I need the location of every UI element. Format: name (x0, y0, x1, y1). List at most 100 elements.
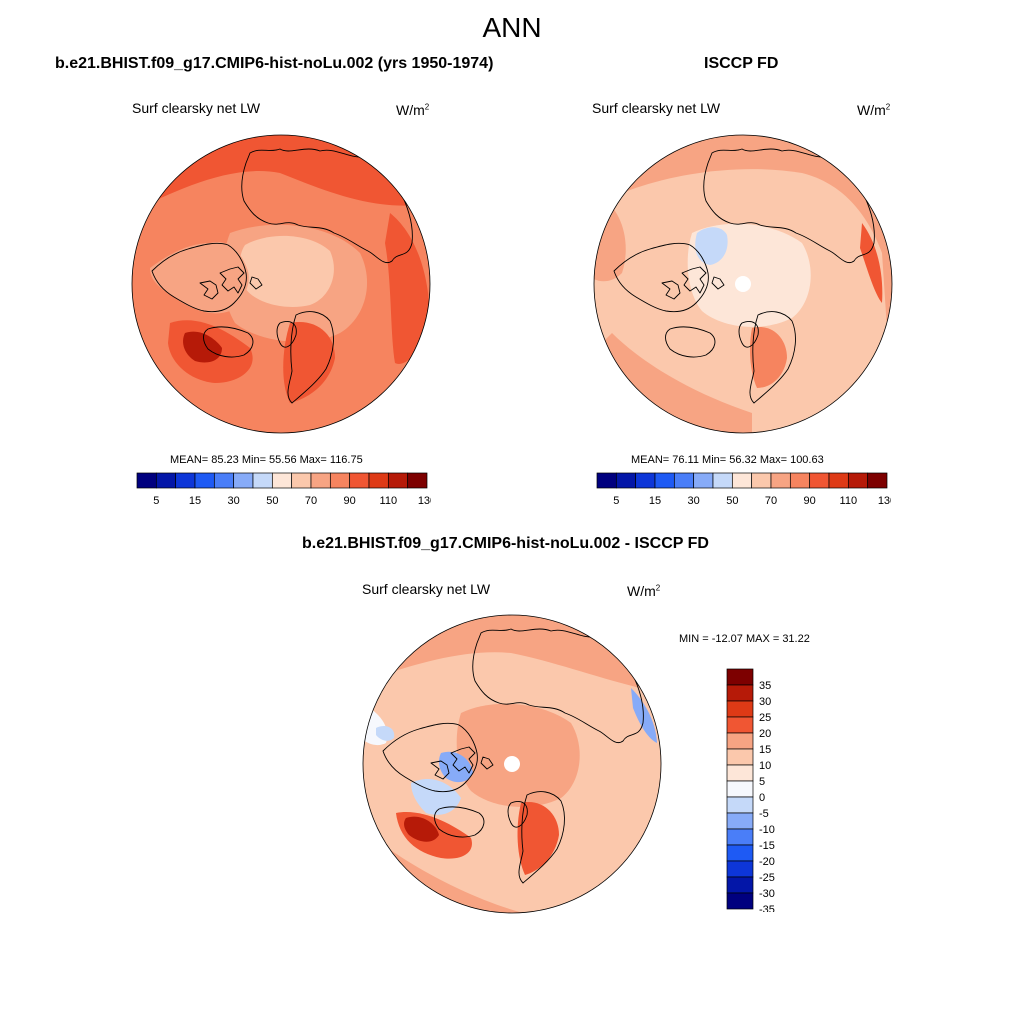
panel-3-map-coastline (430, 760, 450, 780)
panel-1-map (131, 134, 431, 434)
panel-2-map-missing-data (735, 276, 751, 292)
panel-3-colorbar: 35 30 25 20 15 10 5 0 -5 -10 -15 -20 -25 -30 -35 (726, 668, 775, 912)
panel-3-stats: MIN = -12.07 MAX = 31.22 (679, 633, 810, 645)
figure-title: ANN (482, 12, 542, 43)
panel-2-map-content (593, 134, 893, 434)
panel-1-units-base: W/m (396, 102, 425, 118)
panel-3-map-contour-fill (631, 688, 657, 743)
panel-2-stats: MEAN= 76.11 Min= 56.32 Max= 100.63 (631, 454, 824, 466)
panel-2-map-coastline (738, 321, 759, 348)
panel-3-map-contour-fill (456, 703, 580, 807)
panel-2-colorbar-swatch (654, 472, 675, 489)
panel-3-map-layers (363, 615, 661, 913)
panel-1-units-exp: 2 (424, 102, 430, 112)
panel-1-colorbar-swatch (271, 472, 293, 489)
panel-1-title: b.e21.BHIST.f09_g17.CMIP6-hist-noLu.002 … (55, 55, 494, 72)
panel-1-colorbar-swatch (387, 472, 409, 489)
panel-3-map-contour-fill (376, 726, 395, 741)
panel-3-colorbar-swatch (726, 796, 754, 814)
panel-2-map-boundary (593, 134, 893, 434)
panel-3-map-coastline (434, 806, 485, 838)
panel-3-units: W/m2 (627, 583, 660, 599)
panel-1-colorbar-swatch (136, 472, 157, 489)
panel-2-colorbar: 5 15 30 50 70 90 110 130 (596, 472, 891, 507)
panel-3-colorbar-swatch (726, 860, 754, 878)
panel-2-map-coastline (681, 266, 707, 294)
panel-1-colorbar-tick-label: 30 (228, 495, 240, 507)
panel-3-colorbar-swatch (726, 732, 754, 750)
panel-1-variable-label: Surf clearsky net LW (132, 100, 261, 116)
panel-1-map-coastline (219, 266, 245, 294)
panel-3-colorbar-tick-label: 25 (759, 712, 771, 724)
panel-3-colorbar-tick-label: -5 (759, 808, 769, 820)
panel-2-colorbar-swatch (731, 472, 753, 489)
panel-2-map (593, 134, 893, 434)
panel-1-colorbar-swatch (194, 472, 215, 489)
panel-2-units-base: W/m (857, 102, 886, 118)
panel-3-colorbar-tick-label: 10 (759, 760, 771, 772)
panel-3-colorbar-tick-label: 30 (759, 696, 771, 708)
panel-2-units: W/m2 (857, 102, 890, 118)
panel-3-colorbar-tick-label: -35 (759, 904, 775, 912)
panel-3-colorbar-tick-label: 20 (759, 728, 771, 740)
panel-2-colorbar-swatch (635, 472, 656, 489)
panel-3-colorbar-tick-label: 35 (759, 680, 771, 692)
panel-3-colorbar-tick-label: 0 (759, 792, 765, 804)
panel-3-map-content (362, 614, 662, 914)
panel-3-colorbar-tick-label: -15 (759, 840, 775, 852)
panel-3-map-contour-fill (411, 778, 461, 815)
panel-2-colorbar-swatch (693, 472, 714, 489)
panel-3-units-base: W/m (627, 583, 656, 599)
panel-3-map-coastline (507, 801, 528, 828)
panel-3-map-coastline (382, 722, 478, 793)
panel-3-colorbar-swatch (726, 844, 754, 862)
panel-2-colorbar-swatch (673, 472, 695, 489)
panel-1-map-coastline (199, 280, 219, 300)
panel-1-colorbar-swatch (213, 472, 235, 489)
panel-3-colorbar-swatch (726, 876, 754, 894)
panel-2-colorbar-swatch (712, 472, 733, 489)
panel-2-map-contour-fill (860, 223, 883, 303)
panel-1-units: W/m2 (396, 102, 429, 118)
panel-2-colorbar-tick-label: 15 (649, 495, 661, 507)
panel-2-map-coastline (703, 148, 875, 263)
panel-2-colorbar-tick-label: 30 (688, 495, 700, 507)
panel-1-map-coastline (287, 311, 334, 404)
panel-3-map-coastline (472, 628, 644, 743)
panel-1-map-boundary (131, 134, 431, 434)
panel-1-colorbar-tick-label: 5 (153, 495, 159, 507)
panel-1-map-content (131, 134, 431, 434)
panel-1-colorbar-swatch (175, 472, 196, 489)
panel-1-stats: MEAN= 85.23 Min= 55.56 Max= 116.75 (170, 454, 363, 466)
panel-1-colorbar-tick-label: 130 (418, 495, 431, 507)
panel-3-colorbar-tick-label: -20 (759, 856, 775, 868)
panel-2-colorbar-tick-label: 130 (878, 495, 891, 507)
panel-2-colorbar-tick-label: 90 (804, 495, 816, 507)
panel-3-colorbar-tick-label: 15 (759, 744, 771, 756)
panel-2-map-coastline (665, 326, 716, 358)
panel-2-colorbar-tick-label: 50 (726, 495, 738, 507)
panel-1-colorbar-tick-label: 110 (380, 495, 398, 507)
panel-1-colorbar-tick-label: 70 (305, 495, 317, 507)
panel-3-map (362, 614, 662, 914)
panel-2-colorbar-tick-label: 5 (613, 495, 619, 507)
panel-3-map-contour-fill (404, 816, 439, 842)
panel-1-map-coastline (151, 242, 247, 313)
panel-3-colorbar-swatch (726, 700, 754, 718)
panel-3-colorbar-swatch (726, 684, 754, 702)
panel-1-colorbar-swatch (368, 472, 389, 489)
panel-1-colorbar-swatch (329, 472, 351, 489)
panel-1-colorbar-tick-label: 15 (189, 495, 201, 507)
panel-3-colorbar-swatch (726, 748, 754, 766)
panel-3-colorbar-swatch (726, 812, 754, 830)
panel-2-units-exp: 2 (885, 102, 891, 112)
panel-1-map-contour-fill (183, 331, 222, 363)
panel-2-colorbar-swatch (751, 472, 772, 489)
panel-3-map-contour-fill (517, 802, 559, 875)
panel-2-map-coastline (613, 242, 709, 313)
panel-1-colorbar-tick-label: 50 (266, 495, 278, 507)
panel-2-colorbar-tick-label: 70 (765, 495, 777, 507)
panel-1-map-contour-fill (150, 242, 249, 314)
panel-2-map-contour-fill (749, 327, 787, 388)
panel-1-colorbar-swatch (252, 472, 273, 489)
